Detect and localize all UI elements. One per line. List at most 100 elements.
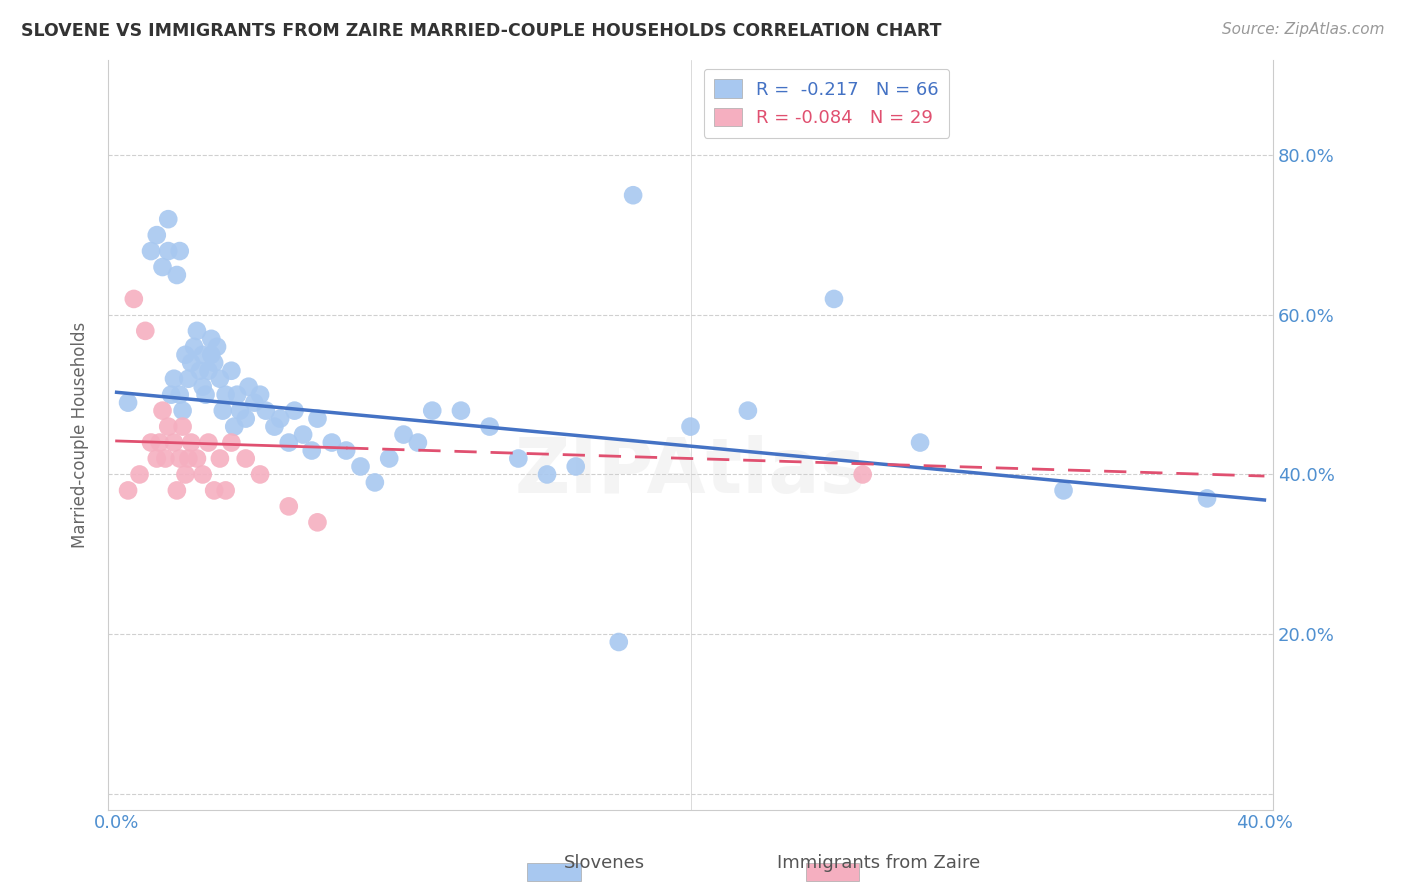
Point (263, 419, 285, 434)
Point (378, 451, 401, 466)
Point (243, 395, 266, 409)
Point (277, 500, 299, 514)
Point (406, 435, 429, 450)
Point (292, 427, 315, 442)
Point (852, 467, 875, 482)
Point (122, 292, 145, 306)
Text: Source: ZipAtlas.com: Source: ZipAtlas.com (1222, 22, 1385, 37)
Point (478, 419, 501, 434)
Point (349, 459, 371, 474)
Point (208, 372, 231, 386)
Point (174, 467, 197, 482)
Point (283, 403, 305, 417)
Point (172, 403, 194, 417)
Point (307, 516, 329, 530)
Point (202, 483, 225, 498)
Point (607, 635, 630, 649)
Point (163, 435, 186, 450)
Point (169, 451, 191, 466)
Point (128, 467, 150, 482)
Point (194, 387, 217, 401)
Point (160, 387, 183, 401)
Point (249, 467, 271, 482)
Point (221, 364, 243, 378)
Point (139, 244, 162, 258)
Point (186, 324, 208, 338)
Point (269, 411, 291, 425)
Point (536, 467, 558, 482)
Point (186, 451, 208, 466)
Point (191, 348, 214, 362)
Point (277, 435, 299, 450)
Point (157, 244, 180, 258)
Point (169, 387, 191, 401)
Point (508, 451, 530, 466)
Point (1195, 491, 1218, 506)
Point (155, 451, 177, 466)
Point (200, 348, 222, 362)
Point (224, 419, 246, 434)
Point (1052, 483, 1074, 498)
Point (364, 475, 387, 490)
Point (157, 419, 180, 434)
Text: SLOVENE VS IMMIGRANTS FROM ZAIRE MARRIED-COUPLE HOUSEHOLDS CORRELATION CHART: SLOVENE VS IMMIGRANTS FROM ZAIRE MARRIED… (21, 22, 942, 40)
Text: Slovenes: Slovenes (564, 855, 645, 872)
Point (172, 419, 194, 434)
Legend: R =  -0.217   N = 66, R = -0.084   N = 29: R = -0.217 N = 66, R = -0.084 N = 29 (703, 69, 949, 138)
Point (149, 435, 172, 450)
Point (335, 443, 357, 458)
Point (180, 435, 202, 450)
Point (200, 332, 222, 346)
Text: ZIPAtlas: ZIPAtlas (515, 435, 866, 509)
Point (180, 356, 202, 370)
Point (908, 435, 931, 450)
Point (235, 451, 257, 466)
Point (152, 403, 174, 417)
Point (197, 364, 219, 378)
Point (208, 451, 231, 466)
Point (139, 435, 162, 450)
Point (238, 380, 260, 394)
Point (166, 483, 188, 498)
Point (229, 403, 252, 417)
Point (392, 427, 415, 442)
Text: Immigrants from Zaire: Immigrants from Zaire (778, 855, 980, 872)
Point (177, 451, 200, 466)
Point (191, 380, 214, 394)
Point (737, 403, 759, 417)
Point (166, 268, 188, 282)
Point (174, 348, 197, 362)
Point (211, 403, 233, 417)
Point (823, 292, 845, 306)
Point (564, 459, 586, 474)
Point (321, 435, 343, 450)
Point (205, 340, 228, 354)
Point (117, 395, 139, 409)
Point (301, 443, 323, 458)
Point (152, 260, 174, 274)
Point (202, 356, 225, 370)
Point (157, 212, 180, 227)
Point (188, 364, 211, 378)
Point (169, 244, 191, 258)
Point (420, 403, 443, 417)
Point (163, 372, 186, 386)
Point (235, 411, 257, 425)
Point (307, 411, 329, 425)
Point (679, 419, 702, 434)
Y-axis label: Married-couple Households: Married-couple Households (72, 321, 89, 548)
Point (191, 467, 214, 482)
Point (183, 340, 205, 354)
Point (214, 483, 236, 498)
Point (197, 435, 219, 450)
Point (621, 188, 644, 202)
Point (226, 387, 249, 401)
Point (134, 324, 156, 338)
Point (221, 435, 243, 450)
Point (249, 387, 271, 401)
Point (254, 403, 277, 417)
Point (450, 403, 472, 417)
Point (177, 372, 200, 386)
Point (214, 387, 236, 401)
Point (117, 483, 139, 498)
